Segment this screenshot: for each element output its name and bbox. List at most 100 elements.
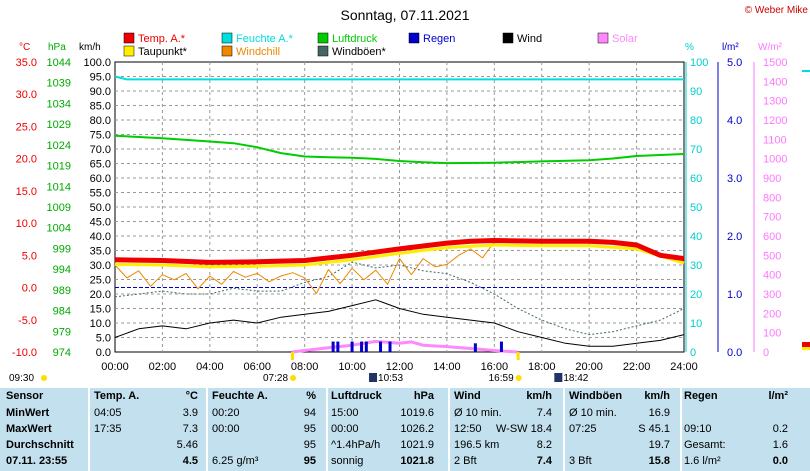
chart-title: Sonntag, 07.11.2021 — [341, 7, 470, 23]
temp-tick-0: 35.0 — [16, 57, 37, 69]
table-col-separator — [206, 388, 208, 471]
press-unit-label: hPa — [48, 42, 66, 53]
legend: Temp. A.* Feuchte A.* Luftdruck Regen Wind So… — [123, 32, 638, 58]
press-tick-8: 1004 — [47, 223, 71, 235]
solar-tick-2: 1300 — [763, 96, 787, 108]
wind-tick-18: 10.0 — [90, 318, 111, 330]
press-tick-10: 994 — [53, 264, 71, 276]
table-cell: km/h — [644, 390, 670, 402]
series-luftdruck-line — [114, 134, 685, 165]
wind-tick-19: 5.0 — [96, 333, 111, 345]
table-cell: 2 Bft — [454, 455, 477, 467]
rain-tick-2: 3.0 — [727, 173, 742, 185]
hum-tick-6: 40 — [690, 231, 702, 243]
table-cell: 95 — [303, 423, 316, 435]
table-cell: Wind — [454, 390, 481, 402]
table-cell: 00:20 — [212, 407, 240, 419]
wind-unit-label: km/h — [79, 42, 101, 53]
hum-tick-5: 50 — [690, 202, 702, 214]
table-cell: 16.9 — [648, 407, 670, 419]
x-tick-3: 06:00 — [243, 361, 271, 373]
table-cell: hPa — [413, 390, 434, 402]
rain-bar-3 — [360, 341, 364, 352]
wind-tick-20: 0.0 — [96, 347, 111, 359]
wind-tick-5: 75.0 — [90, 130, 111, 142]
table-cell: 8.2 — [536, 439, 552, 451]
table-cell: 7.3 — [182, 423, 198, 435]
table-cell: S 45.1 — [638, 423, 670, 435]
table-cell: 7.4 — [536, 455, 552, 467]
axis-ticks: 35.0 30.0 25.0 20.0 15.0 10.0 5.0 0.0 -5.0 -10.0 1… — [12, 57, 788, 373]
rain-bar-4 — [364, 341, 368, 352]
hum-tick-2: 80 — [690, 115, 702, 127]
hum-tick-3: 70 — [690, 144, 702, 156]
table-cell: 07.11. 23:55 — [6, 455, 68, 467]
solar-tick-6: 900 — [763, 173, 781, 185]
x-tick-12: 24:00 — [670, 361, 698, 373]
table-cell: 00:00 — [331, 423, 359, 435]
wind-tick-7: 65.0 — [90, 159, 111, 171]
solar-tick-10: 500 — [763, 250, 781, 262]
sunrise-time: 07:28 — [263, 373, 288, 384]
sunset-time: 16:59 — [489, 373, 514, 384]
solar-tick-9: 600 — [763, 231, 781, 243]
legend-swatch-5 — [597, 32, 609, 44]
solar-tick-14: 100 — [763, 328, 781, 340]
solar-tick-5: 1000 — [763, 154, 787, 166]
table-cell: 15:00 — [331, 407, 359, 419]
sun-markers: 07:28 16:59 10:53 18:42 09:30 — [9, 352, 589, 384]
table-row: MinWert 04:05 3.9 00:20 94 15:00 1019.6 Ø 10 mi… — [0, 405, 810, 421]
table-cell: 1021.9 — [400, 439, 434, 451]
press-tick-3: 1029 — [47, 119, 71, 131]
table-cell: Durchschnitt — [6, 439, 74, 451]
press-tick-5: 1019 — [47, 161, 71, 173]
hum-unit-label: % — [685, 42, 694, 53]
wind-tick-8: 60.0 — [90, 173, 111, 185]
legend-label-0: Temp. A.* — [138, 33, 186, 45]
wind-tick-2: 90.0 — [90, 86, 111, 98]
wind-tick-14: 30.0 — [90, 260, 111, 272]
table-cell: Sensor — [6, 390, 44, 402]
table-cell: W-SW 18.4 — [495, 423, 552, 435]
legend-swatch-2 — [317, 32, 329, 44]
solar-tick-11: 400 — [763, 270, 781, 282]
table-col-separator — [563, 388, 565, 471]
edge-temp-mark — [802, 342, 810, 347]
sunset-marker — [516, 352, 520, 360]
table-cell: 00:00 — [212, 423, 240, 435]
x-tick-7: 14:00 — [433, 361, 461, 373]
table-cell: ^1.4hPa/h — [331, 439, 381, 451]
x-tick-2: 04:00 — [196, 361, 224, 373]
hum-tick-4: 60 — [690, 173, 702, 185]
legend-swatch-6 — [123, 45, 135, 57]
table-cell: l/m² — [768, 390, 788, 402]
rain-tick-4: 1.0 — [727, 289, 742, 301]
legend-swatch-0 — [123, 32, 135, 44]
solar-tick-15: 0 — [763, 347, 769, 359]
series-windben-line — [114, 261, 685, 336]
temp-tick-4: 15.0 — [16, 186, 37, 198]
wind-tick-13: 35.0 — [90, 246, 111, 258]
rain-bar-8 — [499, 341, 503, 352]
table-cell: 0.2 — [772, 423, 788, 435]
table-cell: Feuchte A. — [212, 390, 268, 402]
table-cell: 17:35 — [94, 423, 122, 435]
solar-unit-label: W/m² — [758, 42, 783, 53]
series-tempa-line — [114, 238, 685, 265]
press-tick-0: 1044 — [47, 57, 71, 69]
previous-time: 09:30 — [9, 373, 34, 384]
legend-label-4: Wind — [517, 33, 542, 45]
press-tick-9: 999 — [53, 243, 71, 255]
series-layer — [114, 75, 685, 354]
hum-tick-9: 10 — [690, 318, 702, 330]
table-cell: 0.0 — [772, 455, 788, 467]
solar-tick-13: 200 — [763, 308, 781, 320]
wind-tick-6: 70.0 — [90, 144, 111, 156]
temp-tick-6: 5.0 — [22, 250, 37, 262]
table-cell: sonnig — [331, 455, 364, 467]
rain-bar-0 — [331, 341, 335, 352]
series-taupunkt-line — [114, 243, 685, 269]
temp-tick-7: 0.0 — [22, 283, 37, 295]
moonrise-icon — [369, 373, 378, 382]
table-cell: 3.9 — [182, 407, 198, 419]
